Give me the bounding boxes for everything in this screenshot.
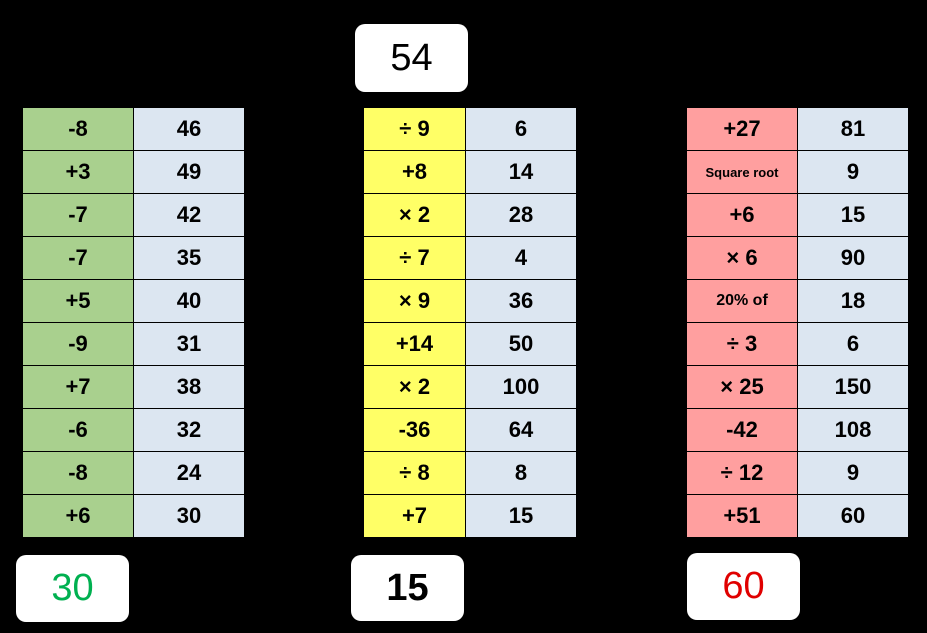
operation-cell: +7 — [22, 365, 134, 409]
operation-table: ÷ 9 6 +8 14 × 2 28 ÷ 7 4 × 9 36 +14 50 × 2 100 -36 64 ÷ … — [363, 107, 577, 538]
answer-box: 30 — [16, 555, 129, 622]
operation-cell: Square root — [686, 150, 798, 194]
operation-cell: -6 — [22, 408, 134, 452]
result-cell: 46 — [133, 107, 245, 151]
operation-cell: × 2 — [363, 365, 466, 409]
result-cell: 64 — [465, 408, 577, 452]
operation-cell: +6 — [686, 193, 798, 237]
result-cell: 9 — [797, 451, 909, 495]
operation-cell: +14 — [363, 322, 466, 366]
result-cell: 60 — [797, 494, 909, 538]
result-cell: 50 — [465, 322, 577, 366]
answer-box: 60 — [687, 553, 800, 620]
table-row: -42 108 — [686, 408, 909, 452]
result-cell: 8 — [465, 451, 577, 495]
table-row: × 6 90 — [686, 236, 909, 280]
operation-cell: × 25 — [686, 365, 798, 409]
result-cell: 38 — [133, 365, 245, 409]
result-cell: 15 — [465, 494, 577, 538]
result-cell: 100 — [465, 365, 577, 409]
operation-cell: ÷ 12 — [686, 451, 798, 495]
result-cell: 40 — [133, 279, 245, 323]
operation-cell: -7 — [22, 236, 134, 280]
result-cell: 31 — [133, 322, 245, 366]
table-row: -7 42 — [22, 193, 245, 237]
operation-cell: -36 — [363, 408, 466, 452]
table-row: +6 30 — [22, 494, 245, 538]
operation-cell: +27 — [686, 107, 798, 151]
start-number: 54 — [355, 24, 468, 92]
result-cell: 42 — [133, 193, 245, 237]
table-row: +5 40 — [22, 279, 245, 323]
table-row: +51 60 — [686, 494, 909, 538]
result-cell: 36 — [465, 279, 577, 323]
operation-cell: -7 — [22, 193, 134, 237]
operation-cell: × 2 — [363, 193, 466, 237]
operation-cell: 20% of — [686, 279, 798, 323]
table-row: +3 49 — [22, 150, 245, 194]
operation-cell: -9 — [22, 322, 134, 366]
operation-cell: ÷ 7 — [363, 236, 466, 280]
table-row: +8 14 — [363, 150, 577, 194]
result-cell: 6 — [797, 322, 909, 366]
operation-cell: +5 — [22, 279, 134, 323]
result-cell: 150 — [797, 365, 909, 409]
table-row: × 2 28 — [363, 193, 577, 237]
operation-cell: ÷ 3 — [686, 322, 798, 366]
operation-cell: ÷ 8 — [363, 451, 466, 495]
operation-table: -8 46 +3 49 -7 42 -7 35 +5 40 -9 31 +7 38 -6 32 -8 24 +6 30 — [22, 107, 245, 538]
result-cell: 14 — [465, 150, 577, 194]
result-cell: 18 — [797, 279, 909, 323]
result-cell: 49 — [133, 150, 245, 194]
table-row: × 25 150 — [686, 365, 909, 409]
result-cell: 4 — [465, 236, 577, 280]
result-cell: 32 — [133, 408, 245, 452]
operation-cell: -8 — [22, 107, 134, 151]
operation-table: +27 81 Square root 9 +6 15 × 6 90 20% of 18 ÷ 3 6 × … — [686, 107, 909, 538]
table-row: +7 38 — [22, 365, 245, 409]
table-row: +14 50 — [363, 322, 577, 366]
result-cell: 28 — [465, 193, 577, 237]
table-row: × 2 100 — [363, 365, 577, 409]
operation-cell: +8 — [363, 150, 466, 194]
table-row: 20% of 18 — [686, 279, 909, 323]
operation-cell: +51 — [686, 494, 798, 538]
table-row: -6 32 — [22, 408, 245, 452]
operation-cell: × 6 — [686, 236, 798, 280]
result-cell: 35 — [133, 236, 245, 280]
operation-cell: +3 — [22, 150, 134, 194]
result-cell: 108 — [797, 408, 909, 452]
table-row: ÷ 12 9 — [686, 451, 909, 495]
table-row: -8 46 — [22, 107, 245, 151]
operation-cell: -42 — [686, 408, 798, 452]
operation-cell: +6 — [22, 494, 134, 538]
operation-cell: +7 — [363, 494, 466, 538]
result-cell: 90 — [797, 236, 909, 280]
table-row: +7 15 — [363, 494, 577, 538]
table-row: +27 81 — [686, 107, 909, 151]
table-row: +6 15 — [686, 193, 909, 237]
operation-cell: -8 — [22, 451, 134, 495]
result-cell: 6 — [465, 107, 577, 151]
answer-box: 15 — [351, 555, 464, 621]
table-row: -36 64 — [363, 408, 577, 452]
table-row: × 9 36 — [363, 279, 577, 323]
table-row: Square root 9 — [686, 150, 909, 194]
result-cell: 15 — [797, 193, 909, 237]
table-row: -8 24 — [22, 451, 245, 495]
result-cell: 24 — [133, 451, 245, 495]
table-row: -7 35 — [22, 236, 245, 280]
operation-cell: × 9 — [363, 279, 466, 323]
table-row: -9 31 — [22, 322, 245, 366]
result-cell: 9 — [797, 150, 909, 194]
result-cell: 30 — [133, 494, 245, 538]
operation-cell: ÷ 9 — [363, 107, 466, 151]
result-cell: 81 — [797, 107, 909, 151]
